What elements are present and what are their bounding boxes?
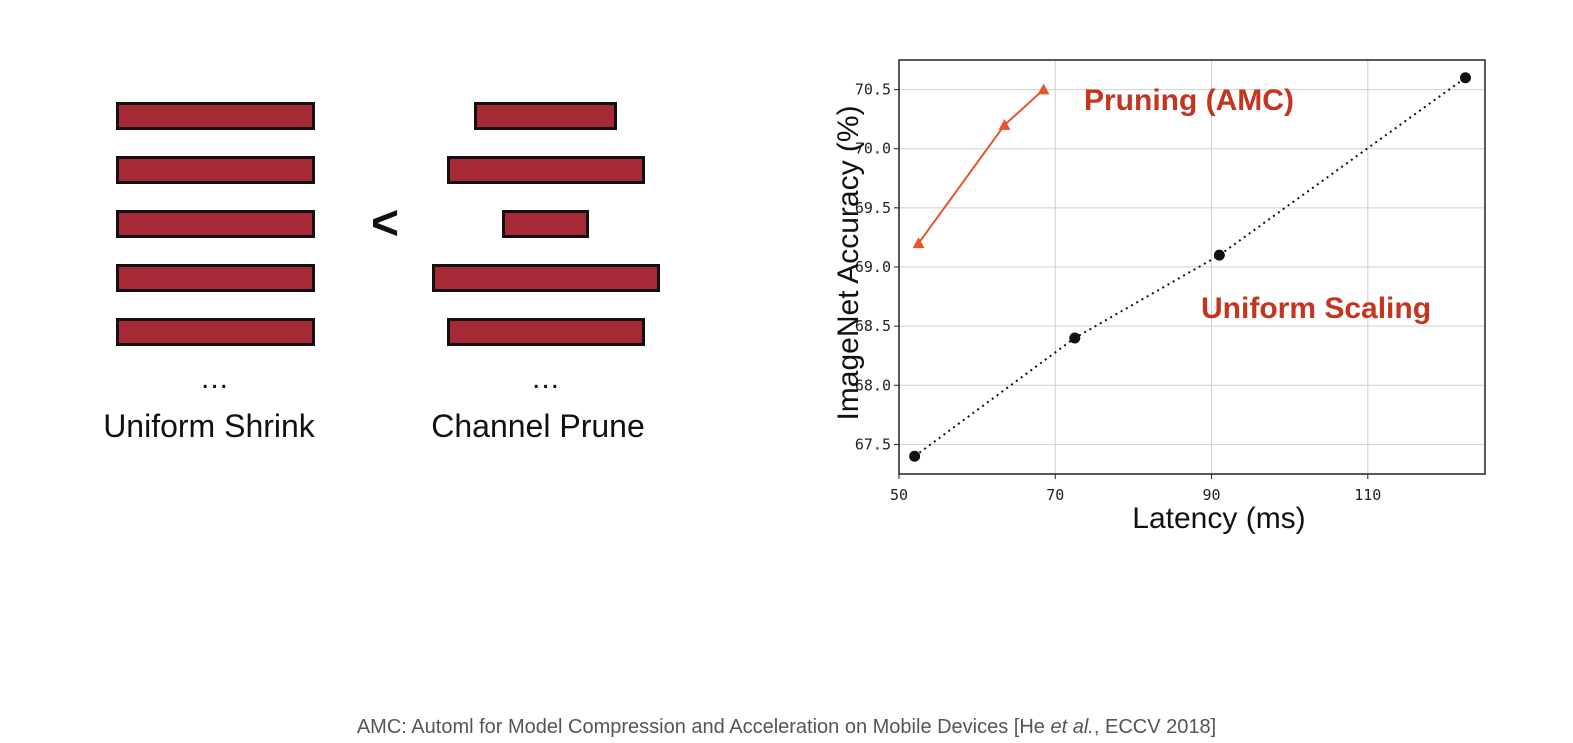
- data-point-circle: [1459, 72, 1471, 84]
- x-tick-label: 90: [1203, 486, 1221, 504]
- series: [909, 72, 1471, 462]
- data-point-triangle: [998, 119, 1011, 130]
- less-than-symbol: <: [370, 197, 400, 250]
- data-point-circle: [1213, 249, 1225, 261]
- citation-prefix: AMC: Automl for Model Compression and Ac…: [356, 716, 1051, 738]
- y-tick-label: 70.0: [855, 140, 891, 158]
- y-tick-label: 68.5: [855, 317, 891, 335]
- prune-bar: [447, 156, 645, 184]
- series-line-0: [917, 88, 1045, 244]
- data-point-circle: [909, 450, 921, 462]
- data-point-circle: [1069, 332, 1081, 344]
- x-tick-label: 110: [1354, 486, 1381, 504]
- data-point-triangle: [912, 237, 925, 249]
- prune-bar: [474, 102, 617, 130]
- y-tick-label: 69.5: [855, 199, 891, 217]
- uniform-bar: [116, 102, 315, 130]
- series-label-pruning: Pruning (AMC): [1084, 84, 1294, 117]
- citation-suffix: , ECCV 2018]: [1093, 716, 1217, 738]
- prune-bar: [432, 264, 660, 292]
- data-point-triangle: [1037, 83, 1050, 95]
- y-tick-label: 68.0: [855, 376, 891, 394]
- uniform-bar: [116, 210, 315, 238]
- x-tick-label: 70: [1046, 486, 1064, 504]
- uniform-shrink-label: Uniform Shrink: [103, 408, 315, 444]
- y-tick-label: 70.5: [855, 81, 891, 99]
- x-tick-label: 50: [890, 486, 908, 504]
- citation-etal: et al.: [1050, 716, 1094, 738]
- series-label-uniform: Uniform Scaling: [1201, 292, 1431, 325]
- grid: [898, 60, 1485, 474]
- uniform-bar: [116, 318, 315, 346]
- prune-ellipsis: ...: [531, 362, 560, 395]
- uniform-bar: [116, 264, 315, 292]
- citation: AMC: Automl for Model Compression and Ac…: [0, 716, 1573, 739]
- y-axis-label: ImageNet Accuracy (%): [832, 105, 865, 420]
- prune-bar: [502, 210, 589, 238]
- uniform-bar: [116, 156, 315, 184]
- channel-prune-label: Channel Prune: [431, 408, 645, 444]
- series-line-1: [914, 76, 1467, 458]
- prune-bar: [447, 318, 645, 346]
- y-tick-label: 67.5: [855, 435, 891, 453]
- x-axis-label: Latency (ms): [1132, 502, 1305, 535]
- y-tick-label: 69.0: [855, 258, 891, 276]
- ticks: 50 70 90 110 67.5 68.0 68.5 69.0 69.5 70.0 70.5: [855, 81, 1381, 504]
- uniform-ellipsis: ...: [200, 362, 229, 395]
